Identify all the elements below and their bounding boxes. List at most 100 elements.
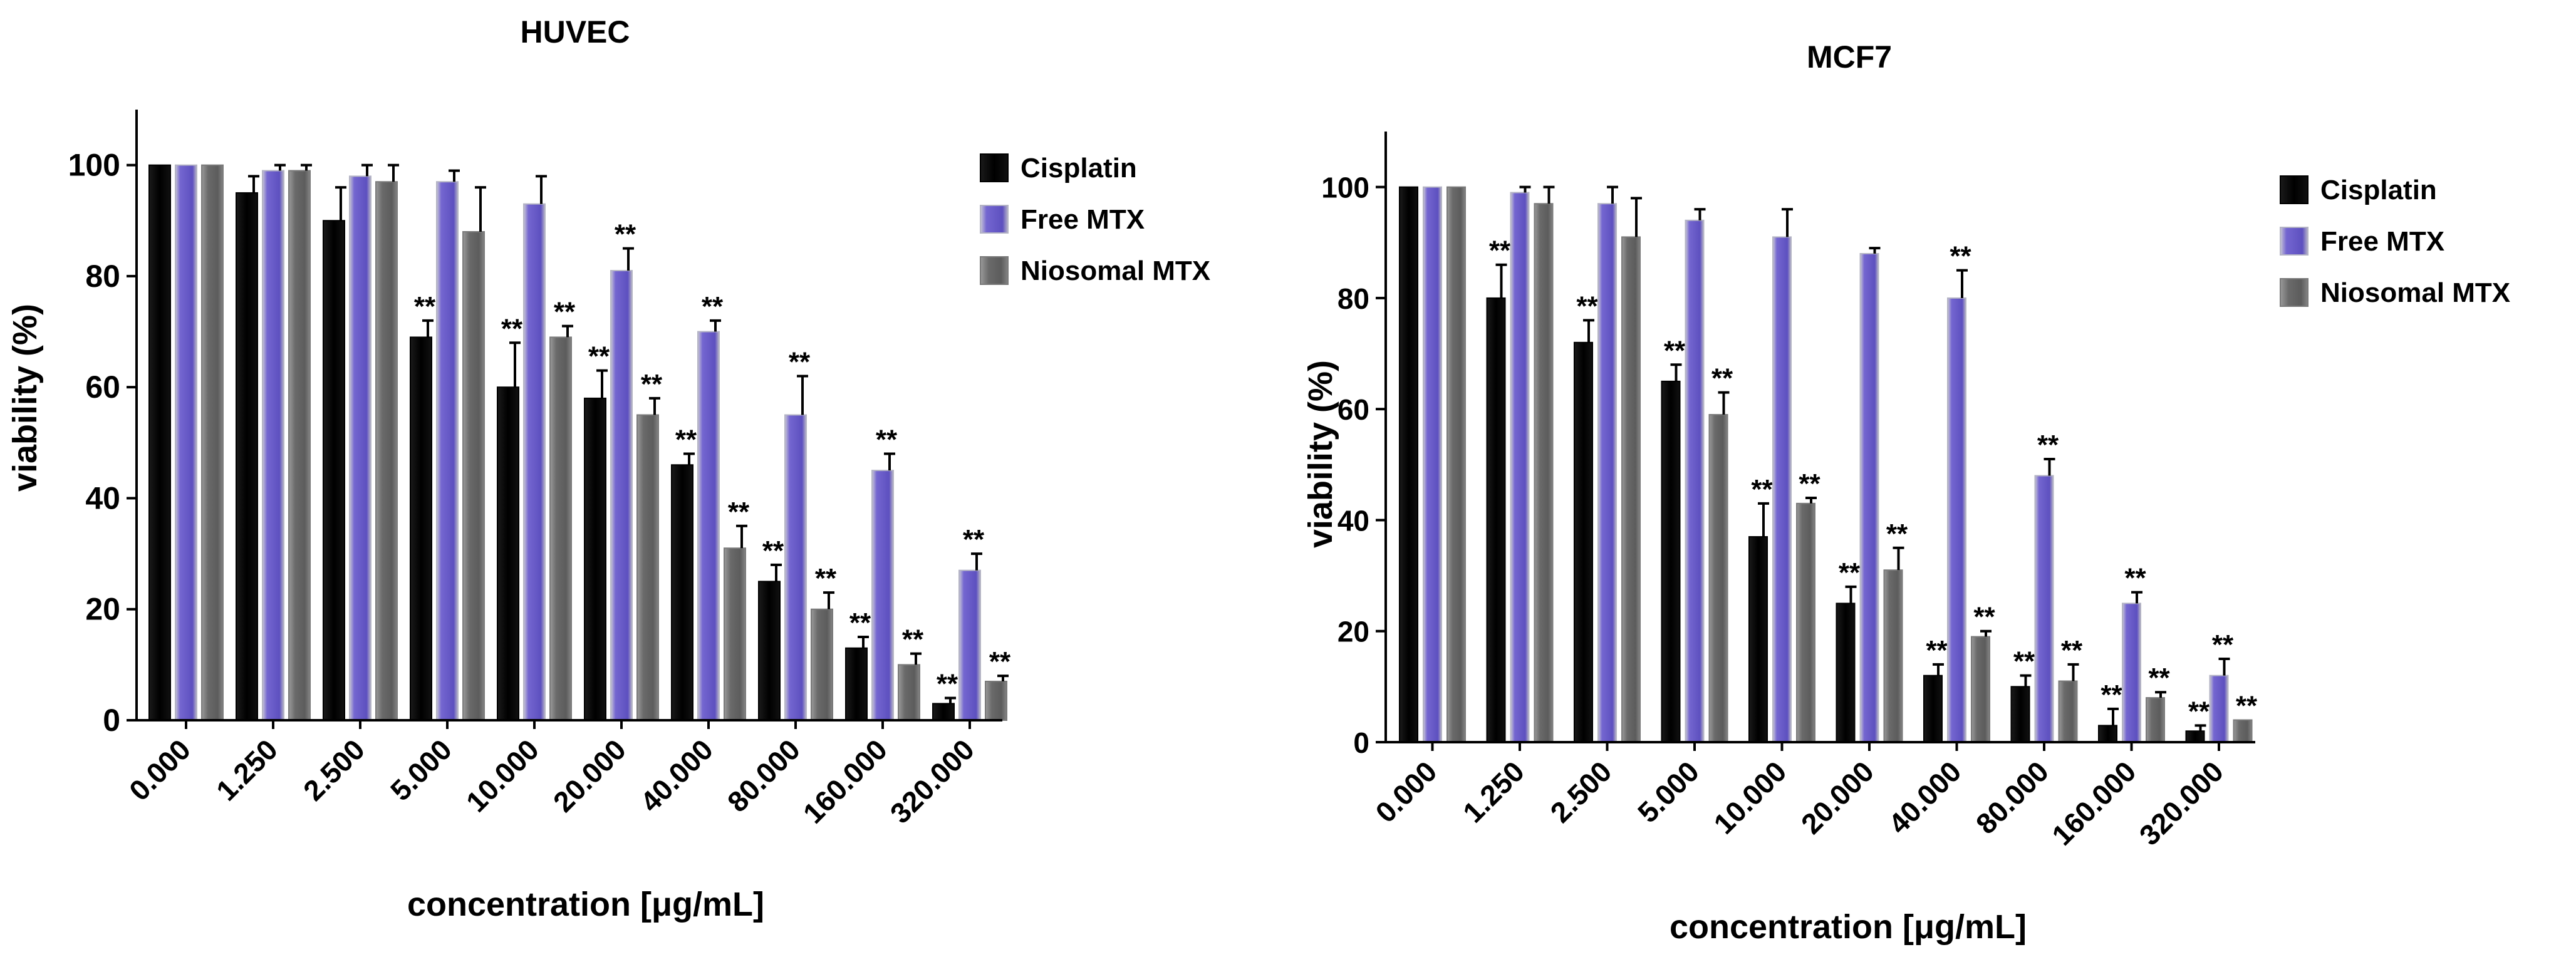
significance-marker: ** — [675, 425, 697, 455]
bar — [2233, 719, 2253, 743]
bar — [811, 608, 833, 722]
bar — [697, 331, 720, 721]
bar — [1685, 219, 1705, 743]
y-tick-label: 40 — [1337, 504, 1369, 537]
x-tick-label: 1.250 — [210, 733, 284, 807]
x-axis-label: concentration [μg/mL] — [407, 886, 764, 923]
bar — [523, 203, 546, 721]
bar — [985, 680, 1007, 722]
significance-marker: ** — [1950, 241, 1971, 272]
legend-swatch — [980, 153, 1009, 182]
significance-marker: ** — [2124, 563, 2146, 594]
bar — [1796, 502, 1815, 743]
bar — [2034, 475, 2054, 743]
bar — [410, 336, 432, 721]
y-tick-label: 20 — [1337, 616, 1369, 648]
significance-marker: ** — [414, 291, 436, 322]
x-tick-label: 160.000 — [797, 733, 893, 829]
significance-marker: ** — [2061, 635, 2083, 666]
significance-marker: ** — [937, 669, 958, 700]
bar — [610, 270, 633, 721]
x-tick-label: 5.000 — [384, 733, 458, 807]
x-tick-label: 2.500 — [297, 733, 371, 807]
bar — [1399, 186, 1418, 743]
bar — [2098, 725, 2117, 743]
bar — [2209, 675, 2229, 743]
y-tick-label: 0 — [103, 703, 120, 738]
significance-marker: ** — [702, 291, 724, 322]
bar — [1597, 203, 1617, 743]
legend-swatch — [2280, 175, 2309, 204]
bar — [375, 181, 398, 721]
bar — [262, 170, 284, 721]
legend-swatch — [2280, 278, 2309, 307]
significance-marker: ** — [963, 524, 985, 555]
significance-marker: ** — [2013, 646, 2035, 677]
significance-marker: ** — [2037, 430, 2059, 460]
x-tick-label: 80.000 — [721, 733, 806, 818]
x-tick-label: 0.000 — [123, 733, 197, 807]
bar — [288, 170, 311, 721]
significance-marker: ** — [1973, 602, 1995, 633]
bar — [1947, 297, 1966, 743]
bar — [758, 581, 781, 722]
legend-label: Niosomal MTX — [1021, 256, 1210, 286]
chart-title: MCF7 — [1807, 39, 1892, 75]
bars-layer: ** ** ** ** ** ** ** ** ** ** ** ** ** ** ** ** ** ** — [148, 163, 1011, 722]
legend: Cisplatin Free MTX Niosomal MTX — [2280, 175, 2510, 308]
bar — [436, 181, 459, 721]
significance-marker: ** — [2188, 696, 2210, 727]
bar — [2185, 730, 2205, 743]
bar — [636, 414, 659, 721]
legend-label: Free MTX — [2320, 226, 2444, 257]
significance-marker: ** — [554, 297, 576, 328]
bar — [201, 164, 224, 721]
y-tick-label: 100 — [68, 148, 120, 183]
bar — [1574, 341, 1593, 743]
x-tick-label: 2.500 — [1544, 755, 1618, 829]
x-tick-label: 160.000 — [2045, 755, 2142, 851]
bar — [898, 664, 920, 722]
x-tick-label: 5.000 — [1631, 755, 1705, 829]
significance-marker: ** — [1711, 363, 1733, 394]
bar — [2058, 680, 2078, 743]
bar — [1661, 380, 1681, 743]
bars-layer: ************ **************************** — [1399, 185, 2258, 743]
chart-title: HUVEC — [520, 14, 630, 49]
bar — [2146, 697, 2165, 743]
y-axis-label: viability (%) — [6, 304, 44, 492]
significance-marker: ** — [2212, 629, 2234, 660]
x-tick-label: 20.000 — [547, 733, 632, 818]
significance-marker: ** — [501, 313, 523, 344]
significance-marker: ** — [2236, 691, 2258, 722]
bar — [1971, 636, 1990, 743]
bar — [2010, 686, 2030, 743]
bar — [871, 470, 894, 721]
bar — [1423, 186, 1442, 743]
bar — [1534, 203, 1554, 743]
legend-label: Cisplatin — [2320, 175, 2437, 205]
bar — [724, 547, 746, 722]
significance-marker: ** — [2148, 663, 2170, 693]
x-tick-label: 10.000 — [1707, 755, 1792, 840]
bar — [671, 464, 693, 721]
significance-marker: ** — [762, 535, 784, 566]
bar — [497, 386, 519, 721]
bar — [784, 414, 807, 721]
bar — [1621, 236, 1641, 743]
x-tick-label: 40.000 — [634, 733, 719, 818]
bar — [1748, 536, 1768, 743]
bar — [1883, 569, 1903, 743]
chart-mcf7: MCF7 ************ ***********************… — [1302, 39, 2510, 946]
legend-swatch — [2280, 227, 2309, 256]
y-tick-label: 20 — [85, 592, 120, 627]
x-tick-label: 40.000 — [1882, 755, 1967, 840]
significance-marker: ** — [1839, 557, 1861, 588]
significance-marker: ** — [849, 608, 871, 638]
significance-marker: ** — [1886, 519, 1908, 549]
bar — [349, 175, 371, 721]
significance-marker: ** — [1751, 474, 1773, 505]
bar — [1486, 297, 1506, 743]
x-tick-label: 80.000 — [1970, 755, 2055, 840]
x-tick-label: 20.000 — [1795, 755, 1880, 840]
